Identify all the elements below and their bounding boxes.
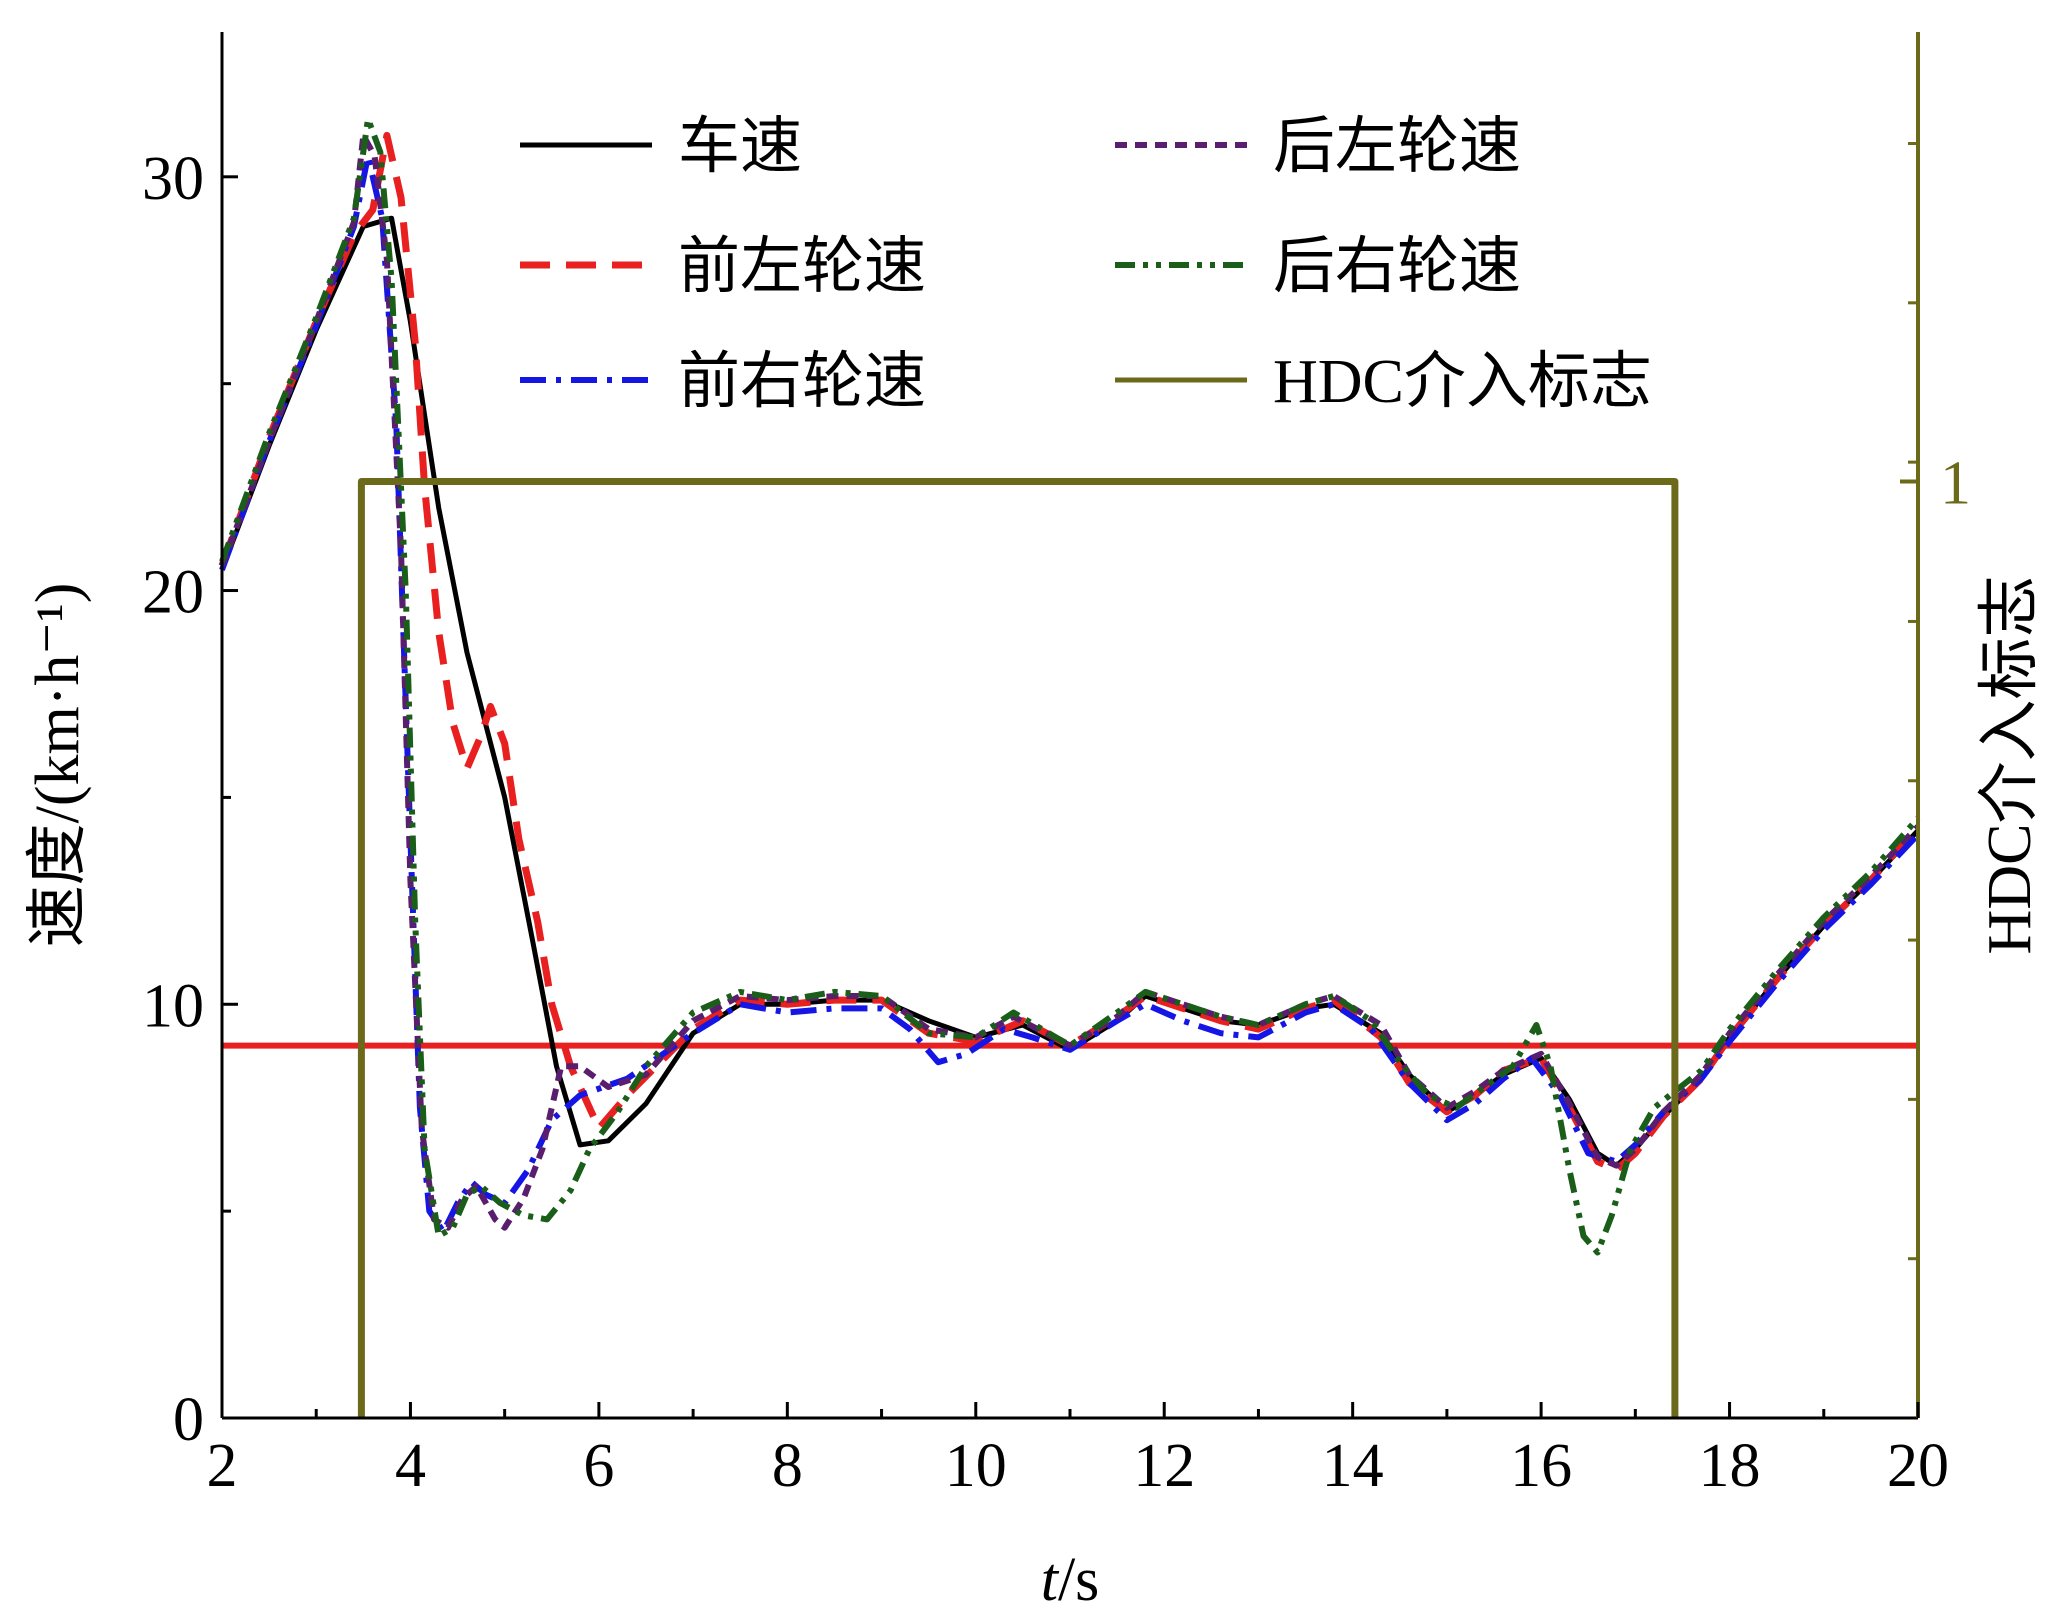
plot-data-layer [218, 115, 1921, 1418]
y2-tick-label: 1 [1940, 450, 1971, 518]
x-tick-label: 18 [1699, 1432, 1761, 1500]
legend-label-6: HDC介入标志 [1273, 348, 1652, 416]
x-tick-label: 20 [1887, 1432, 1949, 1500]
x-axis-title-unit: /s [1058, 1546, 1099, 1614]
x-axis-title: t/s [1041, 1546, 1100, 1614]
series-line-6 [357, 478, 1679, 1418]
y-tick-label: 20 [142, 559, 204, 627]
series-line-1 [219, 215, 1920, 1169]
y-axis-title-right: HDC介入标志 [1976, 576, 2044, 955]
x-tick-label: 16 [1510, 1432, 1572, 1500]
y-tick-label: 10 [142, 972, 204, 1040]
legend-label-4: 后左轮速 [1273, 113, 1521, 181]
x-tick-label: 4 [395, 1432, 426, 1500]
series-line-5 [219, 115, 1921, 1256]
y-axis-title-left: 速度/(km·h⁻¹) [24, 583, 92, 948]
x-tick-label: 12 [1133, 1432, 1195, 1500]
x-tick-label: 10 [945, 1432, 1007, 1500]
x-tick-label: 2 [207, 1432, 238, 1500]
x-tick-label: 14 [1322, 1432, 1384, 1500]
legend-label-5: 后右轮速 [1273, 233, 1521, 301]
y-tick-label: 0 [173, 1386, 204, 1454]
legend-label-2: 前左轮速 [678, 233, 926, 301]
legend-label-3: 前右轮速 [678, 348, 926, 416]
series-line-4 [219, 132, 1921, 1231]
x-axis-title-italic: t [1041, 1546, 1060, 1614]
legend-label-1: 车速 [678, 113, 802, 181]
x-tick-label: 8 [772, 1432, 803, 1500]
axes-layer: 2 4 6 8 10 12 14 16 18 20 0 10 20 30 1 [142, 32, 1971, 1500]
y-tick-label: 30 [142, 145, 204, 213]
x-tick-label: 6 [583, 1432, 614, 1500]
series-line-2 [218, 131, 1921, 1174]
